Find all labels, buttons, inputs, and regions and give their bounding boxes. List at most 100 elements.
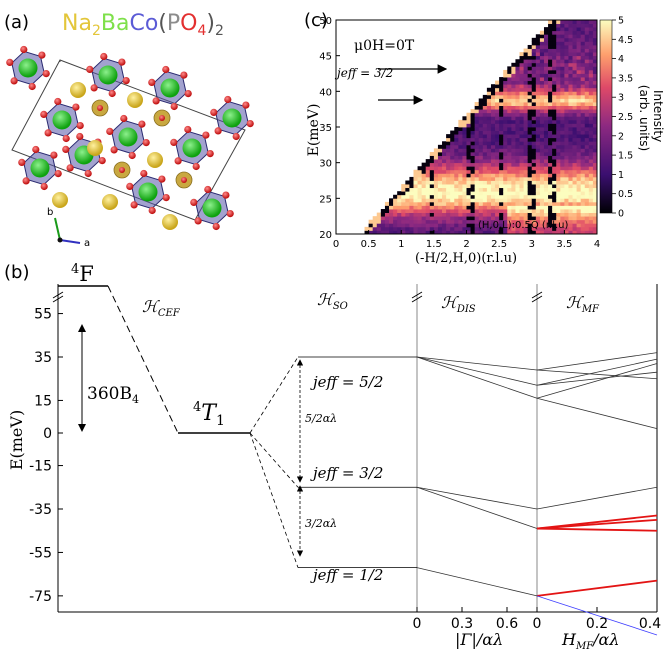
heatmap-cell <box>503 155 508 160</box>
heatmap-cell <box>442 159 447 164</box>
heatmap-cell <box>425 223 431 228</box>
heatmap-cell <box>535 226 541 231</box>
heatmap-cell <box>527 44 533 49</box>
heatmap-cell <box>507 169 512 174</box>
heatmap-cell <box>442 151 447 156</box>
heatmap-cell <box>519 134 524 139</box>
heatmap-cell <box>543 209 549 213</box>
heatmap-cell <box>458 166 463 171</box>
heatmap-cell <box>507 112 512 117</box>
heatmap-cell <box>560 212 565 217</box>
heatmap-cell <box>490 127 496 131</box>
heatmap-cell <box>486 191 492 196</box>
heatmap-cell <box>592 216 598 221</box>
oxygen-atom <box>54 97 62 106</box>
heatmap-cell <box>588 80 594 85</box>
heatmap-cell <box>564 98 569 103</box>
heatmap-cell <box>454 184 459 189</box>
heatmap-cell <box>568 144 573 149</box>
heatmap-cell <box>458 223 463 228</box>
heatmap-cell <box>450 226 455 231</box>
heatmap-cell <box>413 223 418 228</box>
heatmap-cell <box>576 176 582 181</box>
heatmap <box>364 20 598 235</box>
heatmap-cell <box>482 198 488 203</box>
heatmap-cell <box>486 184 492 189</box>
heatmap-cell <box>462 191 467 196</box>
heatmap-cell <box>588 87 594 92</box>
heatmap-cell <box>446 137 451 142</box>
heatmap-cell <box>368 223 374 228</box>
heatmap-cell <box>478 187 484 192</box>
heatmap-cell <box>503 144 508 149</box>
heatmap-cell <box>552 87 557 92</box>
heatmap-cell <box>478 162 484 167</box>
heatmap-cell <box>523 176 529 181</box>
heatmap-cell <box>482 219 488 224</box>
heatmap-cell <box>523 223 529 228</box>
heatmap-cell <box>560 194 565 199</box>
heatmap-cell <box>572 226 578 231</box>
heatmap-cell <box>478 134 484 139</box>
heatmap-cell <box>499 127 504 131</box>
heatmap-cell <box>552 187 557 192</box>
heatmap-cell <box>503 119 508 124</box>
heatmap-cell <box>560 123 565 128</box>
heatmap-cell <box>380 212 386 217</box>
heatmap-cell <box>462 187 467 192</box>
heatmap-cell <box>580 205 586 210</box>
heatmap-cell <box>421 169 427 174</box>
heatmap-cell <box>421 209 427 213</box>
heatmap-cell <box>535 209 541 213</box>
heatmap-cell <box>552 48 557 53</box>
heatmap-cell <box>580 230 586 235</box>
heatmap-cell <box>458 130 463 135</box>
heatmap-cell <box>437 151 443 156</box>
heatmap-cell <box>462 194 467 199</box>
heatmap-cell <box>572 112 578 117</box>
heatmap-cell <box>376 230 382 235</box>
heatmap-cell <box>548 105 553 110</box>
heatmap-cell <box>482 173 488 178</box>
heatmap-cell <box>548 48 553 53</box>
heatmap-cell <box>393 216 398 221</box>
heatmap-cell <box>543 34 549 39</box>
heatmap-cell <box>527 209 533 213</box>
heatmap-cell <box>495 226 500 231</box>
heatmap-cell <box>490 91 496 96</box>
heatmap-cell <box>519 148 524 153</box>
heatmap-cell <box>490 119 496 124</box>
heatmap-cell <box>490 187 496 192</box>
heatmap-cell <box>535 48 541 53</box>
heatmap-cell <box>584 130 590 135</box>
heatmap-cell <box>523 141 529 146</box>
heatmap-cell <box>499 205 504 210</box>
heatmap-cell <box>552 226 557 231</box>
heatmap-cell <box>523 77 529 82</box>
heatmap-cell <box>588 134 594 139</box>
heatmap-cell <box>539 205 545 210</box>
heatmap-cell <box>580 148 586 153</box>
oxygen-atom <box>212 222 220 231</box>
heatmap-cell <box>560 77 565 82</box>
heatmap-cell <box>564 123 569 128</box>
heatmap-cell <box>442 205 447 210</box>
heatmap-cell <box>560 87 565 92</box>
heatmap-cell <box>543 102 549 106</box>
heatmap-cell <box>417 194 423 199</box>
heatmap-cell <box>531 169 537 174</box>
heatmap-cell <box>588 69 594 74</box>
heatmap-cell <box>580 144 586 149</box>
heatmap-cell <box>588 94 594 99</box>
heatmap-cell <box>527 98 533 103</box>
heatmap-cell <box>503 191 508 196</box>
heatmap-cell <box>462 169 467 174</box>
heatmap-cell <box>450 144 455 149</box>
heatmap-cell <box>405 180 410 185</box>
heatmap-cell <box>495 151 500 156</box>
heatmap-cell <box>380 226 386 231</box>
heatmap-cell <box>588 52 594 57</box>
heatmap-cell <box>568 30 573 35</box>
heatmap-cell <box>564 69 569 74</box>
